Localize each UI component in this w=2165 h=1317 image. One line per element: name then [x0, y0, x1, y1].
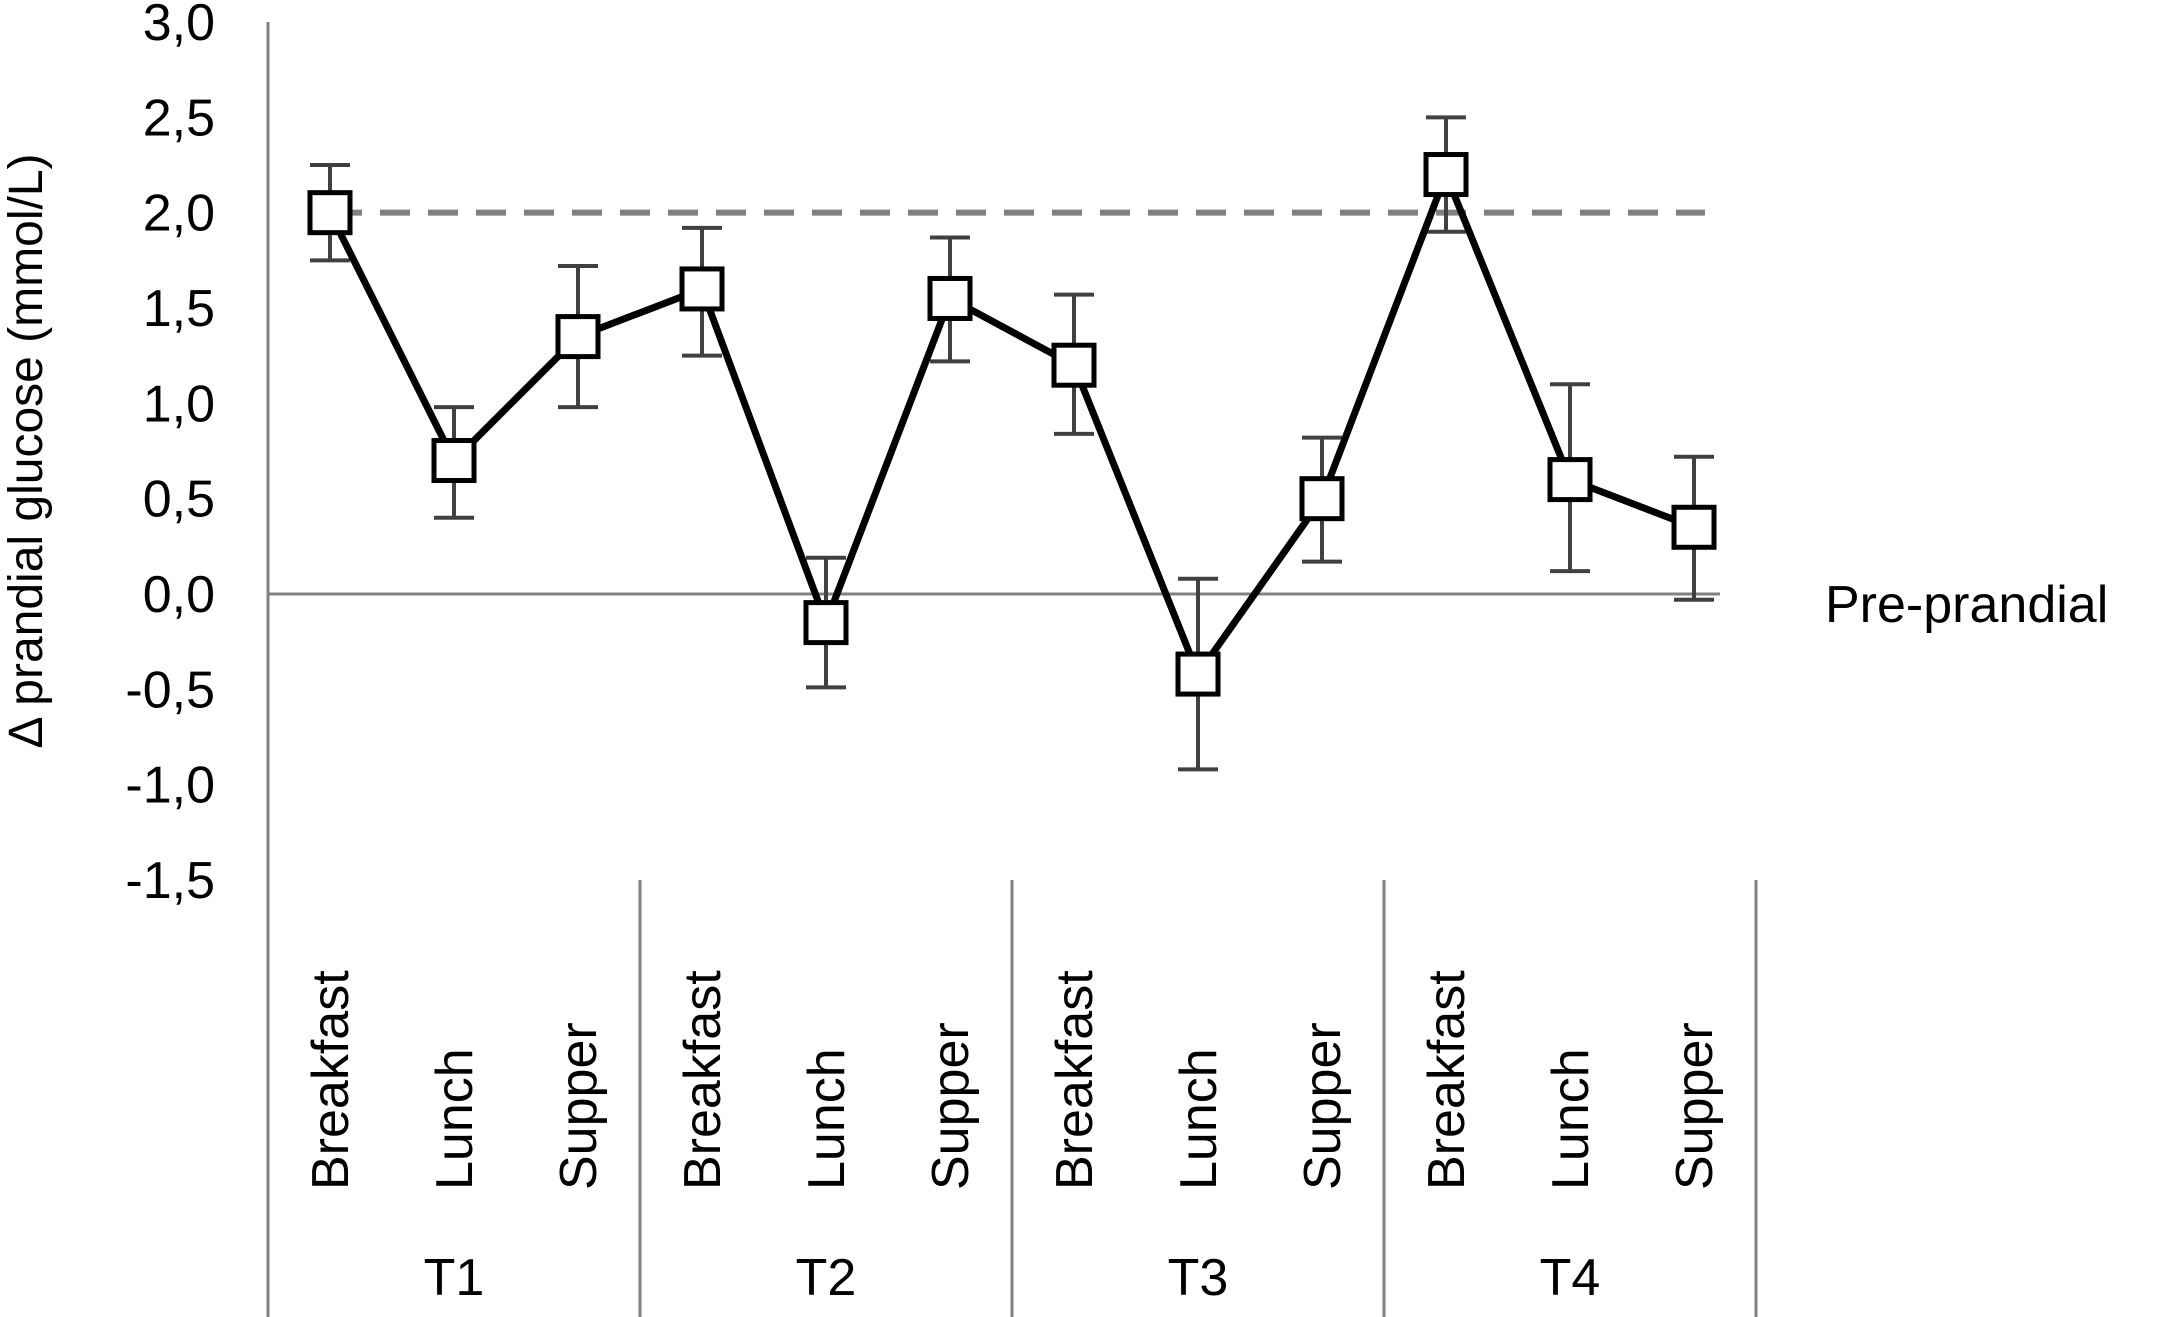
data-point-marker	[679, 266, 725, 312]
y-tick-label: -1,5	[125, 852, 215, 910]
data-point-marker	[1175, 651, 1221, 697]
data-point-marker	[1547, 457, 1593, 503]
y-tick-label: 1,0	[143, 375, 215, 433]
x-group-labels: T1 T2 T3 T4	[424, 1249, 1601, 1307]
data-point-marker	[927, 275, 973, 321]
x-category-label: Lunch	[1542, 1048, 1600, 1190]
y-tick-label: 2,0	[143, 185, 215, 243]
x-category-label: Supper	[922, 1022, 980, 1190]
y-tick-labels: 3,0 2,5 2,0 1,5 1,0 0,5 0,0 -0,5 -1,0 -1,5	[125, 0, 215, 910]
x-group-label: T4	[1540, 1249, 1601, 1307]
data-point-marker	[1671, 504, 1717, 550]
x-category-label: Supper	[1294, 1022, 1352, 1190]
data-point-marker	[1299, 476, 1345, 522]
pre-prandial-label: Pre-prandial	[1825, 576, 2108, 634]
y-tick-label: 2,5	[143, 89, 215, 147]
x-category-label: Lunch	[1170, 1048, 1228, 1190]
data-point-marker	[1051, 342, 1097, 388]
data-markers	[307, 152, 1717, 697]
data-point-marker	[431, 438, 477, 484]
x-category-label: Lunch	[426, 1048, 484, 1190]
x-category-label: Supper	[550, 1022, 608, 1190]
x-category-label: Breakfast	[674, 970, 732, 1190]
reference-lines	[268, 209, 1720, 596]
data-point-marker	[1423, 152, 1469, 198]
x-category-label: Lunch	[798, 1048, 856, 1190]
y-tick-label: -0,5	[125, 661, 215, 719]
x-category-label: Supper	[1666, 1022, 1724, 1190]
y-tick-label: 1,5	[143, 280, 215, 338]
x-category-label: Breakfast	[1046, 970, 1104, 1190]
y-axis-label: Δ prandial glucose (mmol/L)	[0, 154, 53, 749]
series-line	[326, 164, 1696, 682]
x-category-label: Breakfast	[302, 970, 360, 1190]
y-tick-label: 3,0	[143, 0, 215, 52]
x-group-label: T1	[424, 1249, 485, 1307]
x-category-labels: Breakfast Lunch Supper Breakfast Lunch Supper…	[302, 970, 1724, 1190]
data-point-marker	[555, 314, 601, 360]
x-group-label: T2	[796, 1249, 857, 1307]
y-tick-label: -1,0	[125, 757, 215, 815]
y-tick-label: 0,5	[143, 471, 215, 529]
data-point-marker	[803, 600, 849, 646]
data-point-marker	[307, 190, 353, 236]
x-group-label: T3	[1168, 1249, 1229, 1307]
y-tick-label: 0,0	[143, 566, 215, 624]
x-category-label: Breakfast	[1418, 970, 1476, 1190]
group-separators	[266, 880, 1758, 1317]
